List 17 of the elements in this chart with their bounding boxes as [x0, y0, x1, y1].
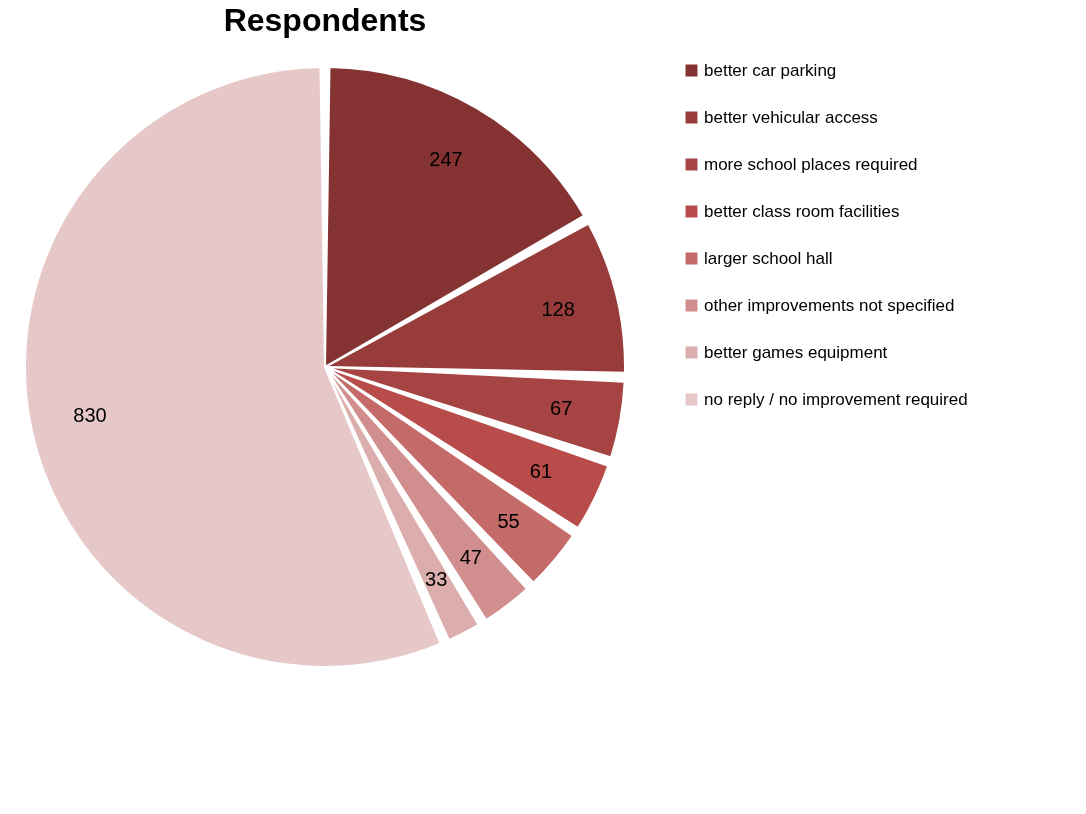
legend-label: larger school hall [704, 248, 833, 268]
data-label: 830 [73, 403, 107, 426]
data-label: 247 [429, 147, 463, 170]
data-label: 55 [497, 509, 520, 532]
legend-label: better car parking [704, 60, 837, 80]
legend-label: no reply / no improvement required [704, 389, 968, 409]
legend-label: better vehicular access [704, 107, 878, 127]
chart-title: Respondents [223, 2, 427, 38]
data-label: 33 [425, 567, 448, 590]
legend-label: better class room facilities [704, 201, 900, 221]
data-label: 128 [541, 298, 575, 321]
legend-label: better games equipment [704, 342, 888, 362]
data-label: 61 [529, 459, 553, 482]
legend-label: other improvements not specified [704, 295, 955, 315]
data-label: 67 [550, 397, 573, 420]
legend-label: more school places required [704, 154, 918, 174]
data-label: 47 [459, 545, 482, 568]
